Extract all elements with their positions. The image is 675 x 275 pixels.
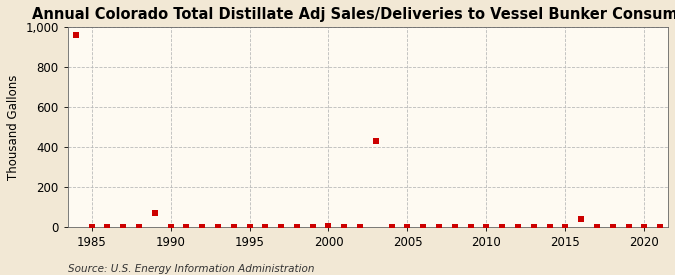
Point <box>433 225 444 229</box>
Point <box>655 225 666 229</box>
Point <box>481 225 492 229</box>
Point <box>55 225 65 229</box>
Point <box>292 225 302 229</box>
Point <box>117 225 128 229</box>
Point <box>608 225 618 229</box>
Point <box>560 225 571 229</box>
Point <box>86 225 97 229</box>
Point <box>418 225 429 229</box>
Point <box>354 225 365 229</box>
Point <box>134 225 144 229</box>
Point <box>149 211 160 215</box>
Point <box>544 225 555 229</box>
Point <box>244 225 255 229</box>
Point <box>307 225 318 229</box>
Point <box>181 225 192 229</box>
Point <box>102 225 113 229</box>
Point <box>576 217 587 221</box>
Point <box>386 225 397 229</box>
Point <box>339 225 350 229</box>
Text: Source: U.S. Energy Information Administration: Source: U.S. Energy Information Administ… <box>68 264 314 274</box>
Point <box>323 224 334 228</box>
Point <box>529 225 539 229</box>
Point <box>497 225 508 229</box>
Point <box>402 225 413 229</box>
Point <box>591 225 602 229</box>
Point <box>70 33 81 37</box>
Point <box>639 225 650 229</box>
Point <box>465 225 476 229</box>
Point <box>196 225 207 229</box>
Point <box>512 225 523 229</box>
Y-axis label: Thousand Gallons: Thousand Gallons <box>7 74 20 180</box>
Point <box>623 225 634 229</box>
Point <box>371 139 381 143</box>
Point <box>165 225 176 229</box>
Point <box>450 225 460 229</box>
Point <box>275 225 286 229</box>
Point <box>213 225 223 229</box>
Point <box>260 225 271 229</box>
Point <box>228 225 239 229</box>
Title: Annual Colorado Total Distillate Adj Sales/Deliveries to Vessel Bunker Consumers: Annual Colorado Total Distillate Adj Sal… <box>32 7 675 22</box>
